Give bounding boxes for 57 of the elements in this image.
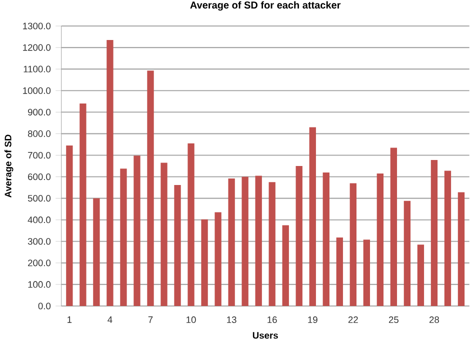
y-tick-label: 100.0 bbox=[28, 281, 51, 288]
bar bbox=[93, 198, 100, 306]
bar bbox=[242, 176, 248, 306]
y-tick-label: 400.0 bbox=[28, 216, 51, 224]
x-tick-label: 4 bbox=[108, 316, 112, 323]
bar bbox=[376, 174, 384, 306]
bar bbox=[282, 225, 289, 306]
x-axis-title: Users bbox=[252, 332, 278, 339]
bar bbox=[322, 172, 330, 306]
x-tick-label: 28 bbox=[429, 316, 439, 324]
y-tick-label: 300.0 bbox=[28, 238, 51, 245]
bar bbox=[363, 240, 370, 306]
y-tick-label: 0.0 bbox=[38, 302, 51, 310]
bar bbox=[214, 212, 222, 306]
y-tick-label: 1200.0 bbox=[23, 44, 51, 51]
x-tick-label: 7 bbox=[148, 316, 153, 323]
bar bbox=[296, 166, 302, 306]
bar bbox=[350, 183, 356, 306]
bar bbox=[66, 146, 73, 306]
x-tick-label: 13 bbox=[227, 316, 236, 324]
y-tick-label: 800.0 bbox=[28, 130, 51, 137]
bar bbox=[228, 178, 235, 306]
bar bbox=[390, 148, 398, 306]
bar bbox=[336, 238, 343, 306]
bar bbox=[201, 219, 208, 306]
bar bbox=[417, 244, 424, 306]
y-tick-label: 1300.0 bbox=[23, 22, 51, 30]
bar bbox=[404, 200, 411, 306]
x-tick-label: 1 bbox=[68, 316, 72, 323]
x-tick-label: 25 bbox=[388, 316, 398, 324]
x-tick-label: 19 bbox=[308, 316, 318, 324]
y-tick-label: 1000.0 bbox=[23, 87, 51, 94]
bar bbox=[174, 184, 181, 306]
y-axis-title: Average of SD bbox=[4, 134, 14, 198]
bar bbox=[309, 127, 316, 306]
y-tick-label: 500.0 bbox=[28, 195, 51, 202]
x-tick-label: 22 bbox=[348, 316, 358, 323]
bar bbox=[268, 182, 276, 306]
y-tick-label: 1100.0 bbox=[24, 66, 51, 72]
bar bbox=[80, 104, 86, 306]
bar bbox=[147, 70, 154, 306]
y-tick-label: 600.0 bbox=[28, 173, 51, 180]
bar bbox=[458, 192, 465, 306]
bar bbox=[120, 168, 127, 306]
bar bbox=[106, 40, 114, 306]
y-tick-label: 900.0 bbox=[28, 108, 51, 116]
bar bbox=[444, 170, 452, 306]
bar bbox=[160, 162, 168, 306]
chart-title: Average of SD for each attacker bbox=[190, 1, 341, 11]
bar bbox=[255, 176, 262, 306]
bar bbox=[430, 160, 438, 306]
x-tick-label: 10 bbox=[186, 316, 196, 324]
x-tick-label: 16 bbox=[268, 316, 277, 324]
bar bbox=[134, 156, 140, 306]
bar bbox=[188, 143, 194, 306]
y-tick-label: 700.0 bbox=[28, 152, 51, 159]
y-tick-label: 200.0 bbox=[28, 260, 51, 266]
